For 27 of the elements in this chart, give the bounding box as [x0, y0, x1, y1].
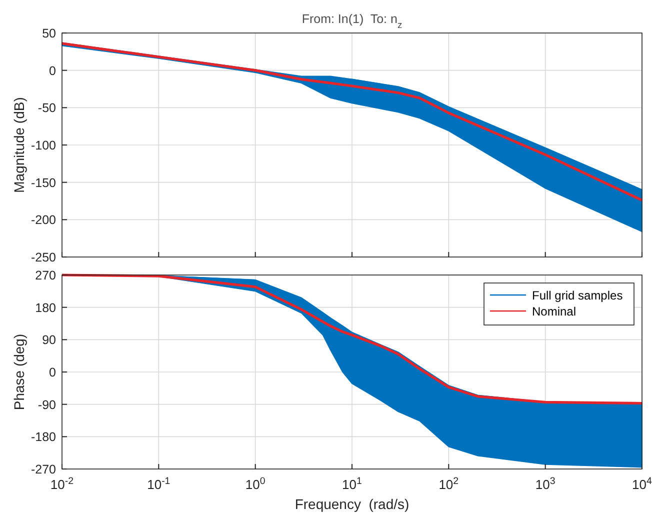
y-tick-label: -150	[30, 176, 56, 190]
x-tick-label: 10$^{-2}$	[50, 476, 74, 492]
y-tick-label: -180	[30, 430, 56, 444]
y-tick-label: -50	[38, 101, 56, 116]
y-axis-title: Phase (deg)	[11, 334, 27, 410]
legend-label: Full grid samples	[532, 288, 623, 302]
x-tick-label: 10$^{3}$	[535, 476, 556, 492]
y-tick-label: -90	[38, 398, 56, 412]
x-tick-label: 10$^{0}$	[245, 476, 266, 492]
y-tick-label: 180	[35, 300, 56, 315]
x-axis-title: Frequency (rad/s)	[294, 496, 410, 512]
y-tick-label: 270	[35, 268, 56, 282]
y-tick-label: -200	[30, 213, 56, 228]
y-tick-label: 90	[42, 333, 56, 348]
y-tick-label: -270	[30, 462, 56, 476]
y-tick-label: 0	[49, 366, 56, 380]
y-tick-label: 50	[42, 26, 56, 40]
x-tick-label: 10$^{4}$	[632, 476, 653, 492]
chart-title: From: In(1) To: n$_{z}$	[302, 12, 402, 30]
y-tick-label: -100	[30, 138, 56, 152]
x-tick-label: 10$^{-1}$	[147, 476, 170, 492]
y-tick-label: -250	[30, 250, 56, 264]
y-tick-label: 0	[49, 64, 56, 78]
y-axis-title: Magnitude (dB)	[11, 97, 27, 193]
x-tick-label: 10$^{2}$	[438, 476, 459, 492]
x-tick-label: 10$^{1}$	[342, 476, 362, 492]
legend-label: Nominal	[532, 304, 576, 318]
